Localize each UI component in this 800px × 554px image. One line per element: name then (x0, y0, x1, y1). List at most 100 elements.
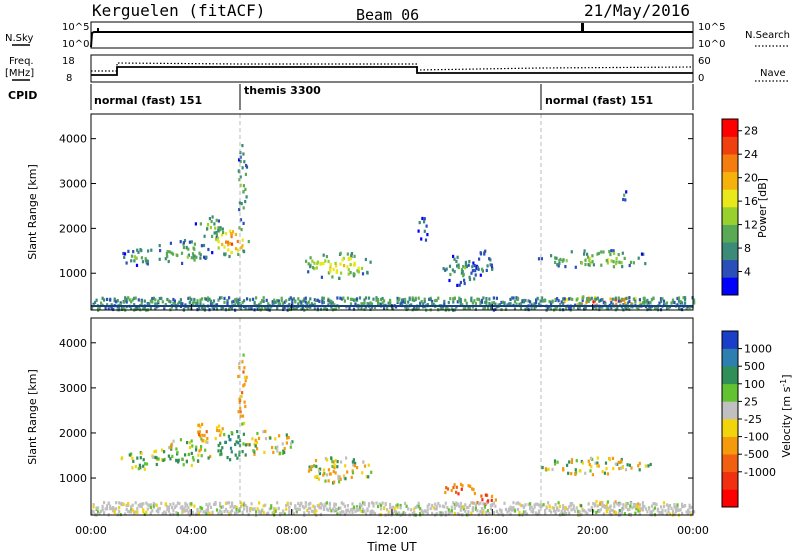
power-cell (228, 241, 231, 246)
velocity-cell (276, 445, 279, 449)
velocity-cell (334, 471, 337, 475)
power-cell (175, 306, 178, 310)
velocity-cell (664, 509, 667, 513)
power-cell (606, 261, 609, 265)
power-cell (91, 306, 94, 311)
velocity-cell (491, 503, 494, 507)
velocity-cell (179, 506, 182, 510)
velocity-cell (529, 507, 532, 511)
velocity-cell (182, 463, 185, 467)
power-cell (222, 231, 225, 235)
velocity-cell (184, 509, 187, 513)
power-cell (396, 299, 399, 303)
velocity-cell (187, 510, 190, 514)
power-cell (380, 302, 383, 306)
velocity-cell (137, 503, 140, 508)
velocity-cell (163, 450, 166, 454)
power-cell (194, 302, 197, 306)
power-cell (679, 307, 682, 311)
velocity-cell (179, 438, 182, 442)
velocity-cell (568, 460, 571, 464)
velocity-cell (91, 512, 94, 516)
velocity-cell (402, 511, 405, 515)
velocity-cell (188, 441, 191, 445)
power-cell (215, 233, 218, 237)
velocity-cell (286, 436, 289, 440)
power-cell (460, 268, 464, 272)
power-cell (471, 269, 474, 273)
velocity-cell (494, 498, 497, 502)
power-cell (217, 298, 220, 302)
power-cell (316, 298, 319, 302)
station-title: Kerguelen (fitACF) (92, 1, 265, 20)
velocity-cell (578, 510, 581, 514)
power-cell (331, 275, 334, 279)
power-cell (592, 263, 595, 267)
velocity-cell (599, 500, 602, 504)
velocity-cell (288, 509, 291, 513)
velocity-cell (125, 503, 128, 507)
power-cell (277, 301, 280, 306)
velocity-cell (667, 507, 670, 511)
cpid-segment-0: normal (fast) 151 (94, 94, 202, 107)
velocity-cell (690, 505, 693, 509)
power-cell (462, 274, 465, 278)
power-cell (230, 242, 234, 246)
velocity-cell (602, 505, 605, 509)
velocity-cell (492, 501, 495, 505)
power-cell (456, 300, 459, 304)
power-cell (215, 230, 218, 235)
velocity-cell (626, 463, 629, 467)
power-cell (472, 261, 475, 265)
velocity-cell (206, 510, 210, 514)
velocity-cell (445, 486, 448, 490)
power-cell (550, 254, 553, 258)
velocity-cell (237, 508, 240, 513)
velocity-cell (208, 511, 211, 515)
velocity-cell (647, 507, 650, 511)
velocity-cell (131, 456, 134, 460)
power-cell (241, 300, 244, 304)
velocity-cell (548, 508, 551, 512)
power-cell (258, 307, 261, 311)
velocity-cell (467, 510, 470, 514)
power-cell (158, 244, 161, 248)
velocity-cell (507, 509, 511, 513)
power-cell (271, 300, 274, 304)
colorbar-swatch (722, 489, 738, 508)
velocity-cell (169, 457, 172, 461)
power-cell (477, 297, 480, 301)
velocity-cell (630, 466, 633, 470)
velocity-cell (361, 471, 364, 475)
velocity-cell (131, 508, 134, 512)
velocity-cell (336, 512, 339, 516)
velocity-cell (164, 511, 167, 515)
velocity-cell (366, 509, 369, 513)
power-cell (135, 263, 139, 267)
velocity-cell (616, 502, 619, 506)
velocity-cell (127, 509, 130, 514)
power-cell (606, 258, 610, 262)
x-tick-label: 00:00 (677, 524, 709, 537)
power-cell (541, 298, 544, 302)
power-cell (244, 187, 247, 191)
velocity-cell (327, 468, 330, 472)
velocity-cell (643, 504, 646, 509)
velocity-cell (604, 505, 607, 509)
velocity-cell (641, 501, 644, 505)
power-cell (515, 296, 518, 300)
velocity-cell (291, 509, 294, 513)
colorbar-swatch (722, 436, 738, 455)
power-cell (122, 306, 125, 310)
power-cell (634, 300, 637, 304)
power-cell (320, 262, 324, 266)
power-cell (665, 301, 669, 305)
velocity-cell (273, 510, 276, 514)
velocity-cell (265, 512, 268, 516)
power-cell (673, 300, 676, 305)
velocity-cell (204, 448, 207, 452)
velocity-cell (473, 491, 476, 496)
power-cell (419, 301, 422, 305)
freq-tick-top: 18 (62, 56, 75, 67)
